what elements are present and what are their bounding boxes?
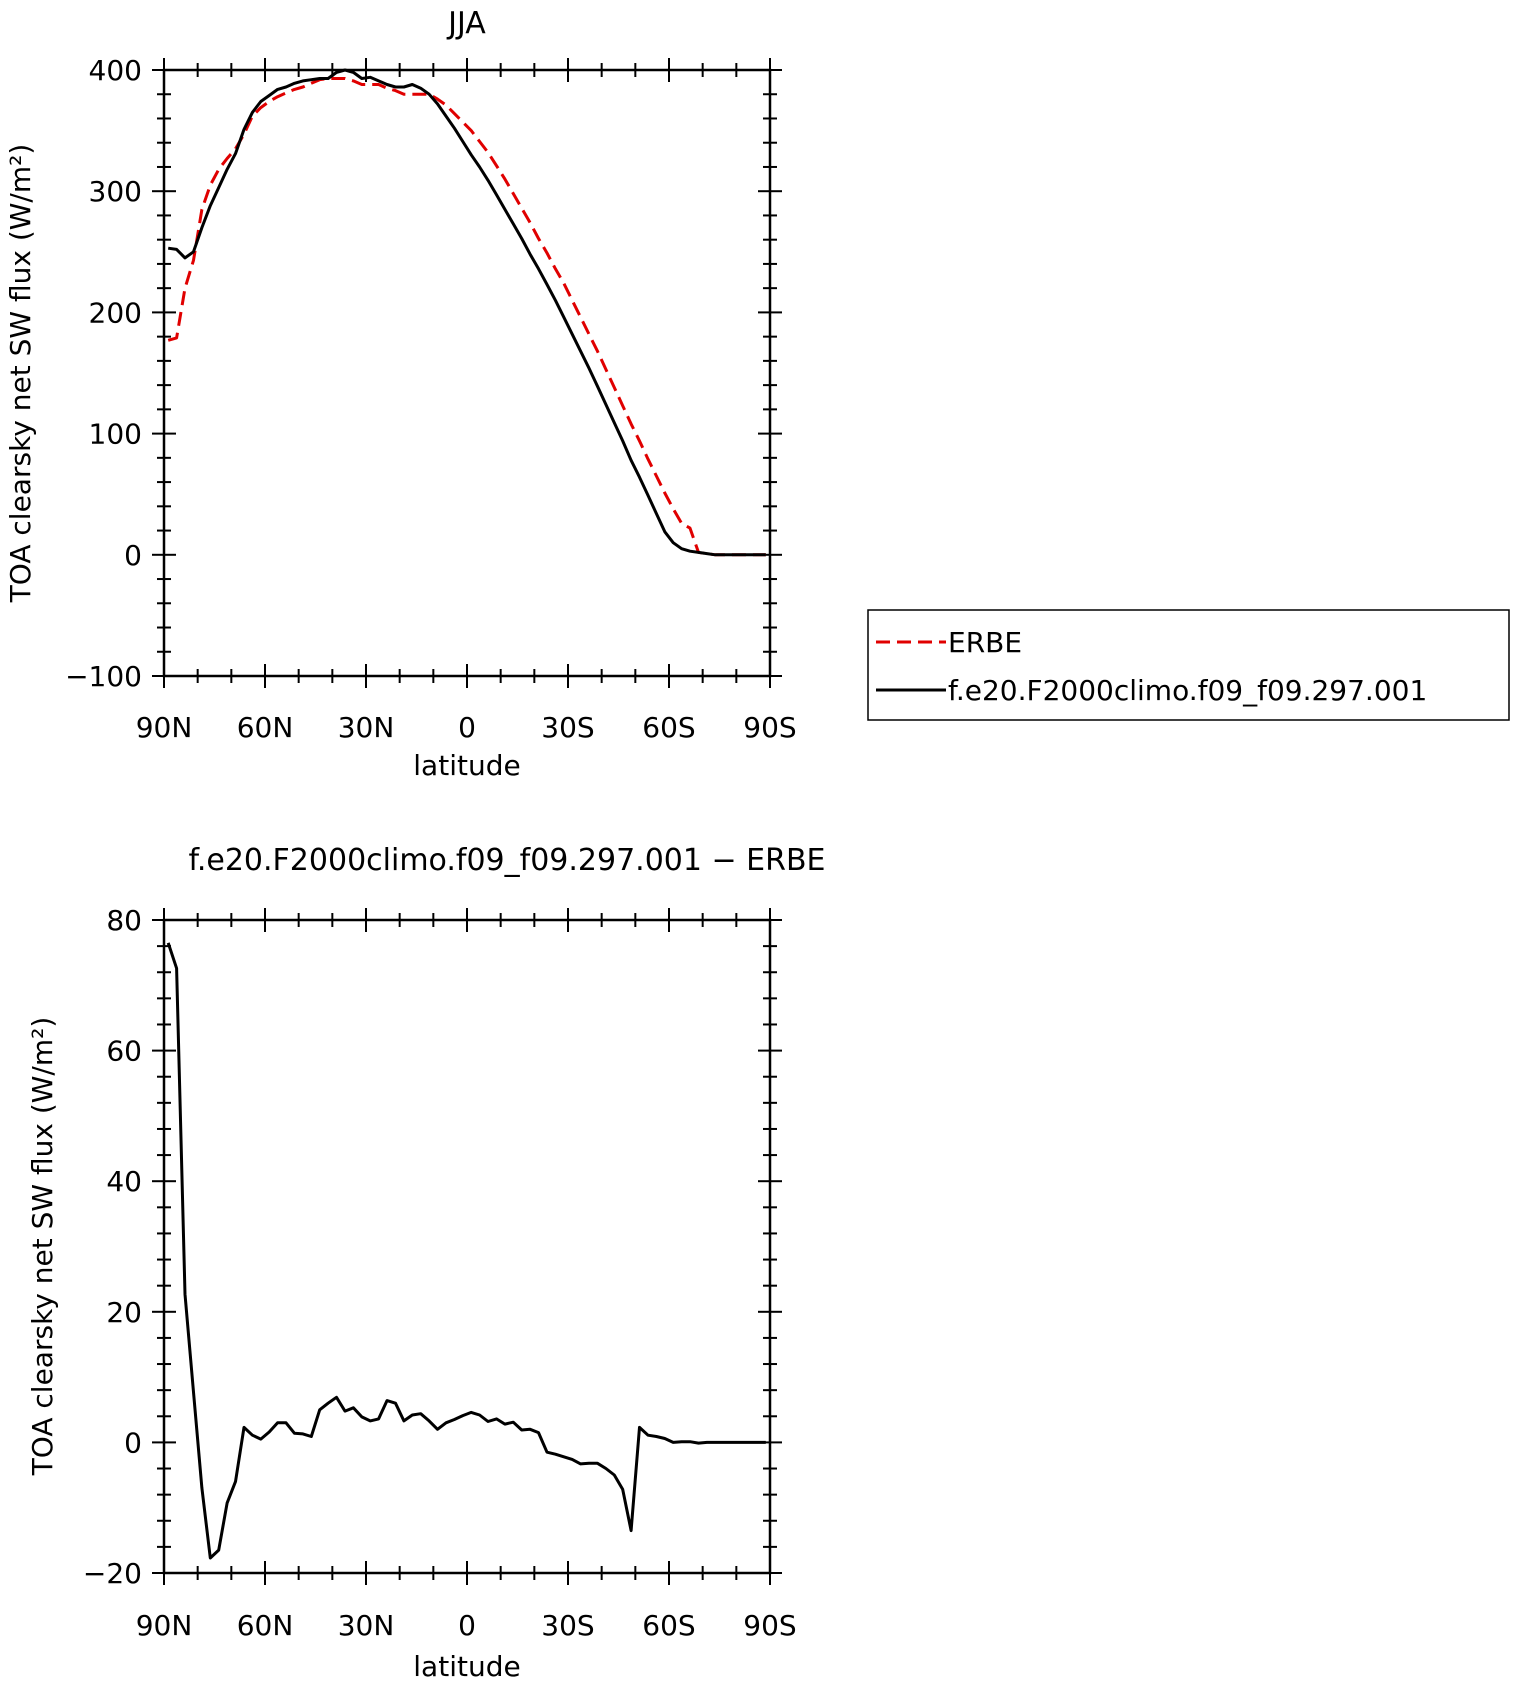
top-chart: JJA 90N 60N 30N 0 30S 60S 90S −100 0 100 200 300 40…	[4, 6, 1510, 782]
x-tick-label: 30N	[338, 711, 395, 744]
top-chart-x-tick-labels: 90N 60N 30N 0 30S 60S 90S	[136, 711, 797, 744]
legend-model-label: f.e20.F2000climo.f09_f09.297.001	[948, 674, 1427, 707]
y-tick-label: 0	[124, 539, 142, 572]
top-chart-ticks	[152, 58, 782, 688]
y-tick-label: 300	[89, 175, 142, 208]
y-tick-label: 60	[106, 1035, 142, 1068]
x-tick-label: 0	[458, 711, 476, 744]
y-tick-label: 400	[89, 54, 142, 87]
x-tick-label: 90S	[743, 1609, 796, 1642]
bottom-chart-ticks	[152, 908, 782, 1585]
x-tick-label: 30N	[338, 1609, 395, 1642]
legend-erbe-label: ERBE	[948, 626, 1022, 659]
top-chart-y-tick-labels: −100 0 100 200 300 400	[65, 54, 142, 693]
x-tick-label: 30S	[541, 711, 594, 744]
x-tick-label: 30S	[541, 1609, 594, 1642]
y-tick-label: 100	[89, 418, 142, 451]
top-chart-frame	[162, 68, 772, 678]
top-chart-series	[167, 68, 766, 557]
bottom-chart-y-label: TOA clearsky net SW flux (W/m²)	[26, 1017, 59, 1477]
bottom-chart-title: f.e20.F2000climo.f09_f09.297.001 − ERBE	[188, 843, 825, 878]
bottom-chart-x-tick-labels: 90N 60N 30N 0 30S 60S 90S	[136, 1609, 797, 1642]
x-tick-label: 0	[458, 1609, 476, 1642]
bottom-chart: f.e20.F2000climo.f09_f09.297.001 − ERBE …	[26, 843, 826, 1682]
series-model-line	[167, 68, 766, 557]
y-tick-label: 20	[106, 1296, 142, 1329]
y-tick-label: 80	[106, 904, 142, 937]
series-difference-line	[166, 942, 766, 1560]
x-tick-label: 90N	[136, 1609, 193, 1642]
bottom-chart-y-tick-labels: −20 0 20 40 60 80	[83, 904, 142, 1590]
top-chart-x-label: latitude	[413, 749, 520, 782]
x-tick-label: 60N	[237, 1609, 294, 1642]
y-tick-label: 200	[89, 296, 142, 329]
x-tick-label: 60S	[642, 1609, 695, 1642]
top-chart-y-label: TOA clearsky net SW flux (W/m²)	[4, 144, 37, 604]
bottom-chart-x-label: latitude	[413, 1650, 520, 1682]
legend: ERBE f.e20.F2000climo.f09_f09.297.001	[867, 609, 1510, 721]
x-tick-label: 90S	[743, 711, 796, 744]
y-tick-label: −100	[65, 660, 142, 693]
y-tick-label: 40	[106, 1165, 142, 1198]
bottom-chart-series	[166, 942, 766, 1560]
series-erbe-line	[167, 77, 766, 557]
y-tick-label: −20	[83, 1557, 142, 1590]
legend-box	[867, 609, 1510, 721]
x-tick-label: 60N	[237, 711, 294, 744]
y-tick-label: 0	[124, 1426, 142, 1459]
bottom-chart-frame	[162, 918, 772, 1575]
top-chart-title: JJA	[446, 6, 486, 41]
x-tick-label: 90N	[136, 711, 193, 744]
x-tick-label: 60S	[642, 711, 695, 744]
